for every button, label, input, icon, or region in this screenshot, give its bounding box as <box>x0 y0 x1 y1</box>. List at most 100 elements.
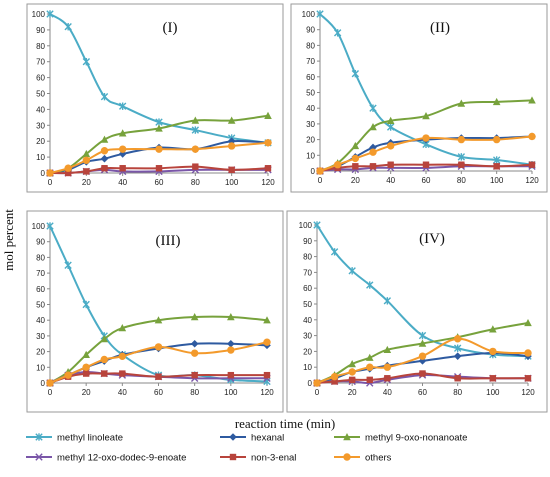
y-tick-label: 70 <box>306 57 315 66</box>
y-tick-label: 100 <box>299 221 313 230</box>
data-point <box>457 153 466 161</box>
y-tick-label: 10 <box>36 363 45 372</box>
x-axis-title: reaction time (min) <box>235 416 335 431</box>
data-point <box>227 142 236 150</box>
x-tick-label: 120 <box>521 388 535 397</box>
data-point <box>264 139 272 147</box>
data-point <box>386 123 395 131</box>
x-tick-label: 60 <box>418 388 427 397</box>
data-point <box>227 371 235 379</box>
data-point <box>227 137 236 145</box>
data-point <box>384 375 391 382</box>
series-others <box>46 338 271 387</box>
y-tick-label: 30 <box>36 332 45 341</box>
data-point <box>100 154 109 163</box>
data-point <box>155 124 163 132</box>
data-point <box>82 149 91 158</box>
y-tick-label: 40 <box>36 105 45 114</box>
y-tick-label: 30 <box>36 121 45 130</box>
y-tick-label: 50 <box>36 301 45 310</box>
data-point <box>524 318 532 327</box>
data-point <box>64 371 72 379</box>
y-tick-label: 60 <box>303 284 312 293</box>
y-tick-label: 100 <box>302 10 316 19</box>
x-tick-label: 40 <box>383 388 392 397</box>
data-point <box>154 343 163 351</box>
legend-item: methyl 9-oxo-nonanoate <box>334 433 467 444</box>
data-point <box>489 375 497 382</box>
y-tick-label: 40 <box>303 316 312 325</box>
x-tick-label: 20 <box>82 388 91 397</box>
x-tick-label: 40 <box>118 178 127 187</box>
y-tick-label: 20 <box>36 348 45 357</box>
data-point <box>524 375 532 382</box>
x-tick-label: 100 <box>225 178 239 187</box>
y-tick-label: 80 <box>303 253 312 262</box>
y-tick-label: 60 <box>36 74 45 83</box>
panel-frame <box>26 3 284 193</box>
panel-4: 0 10 20 30 40 50 60 70 80 90 100 0 20 40 60 80 100 120 (IV… <box>286 210 548 413</box>
data-point <box>330 248 339 256</box>
panels: 0 10 20 30 40 50 60 70 80 90 100 0 20 40 60 80 100 120 (I)… <box>26 3 548 413</box>
legend-label: methyl linoleate <box>57 433 123 444</box>
legend-item: non-3-enal <box>220 453 296 464</box>
series-non-3-enal <box>46 163 272 177</box>
data-point <box>528 132 536 141</box>
legend: methyl linoleate hexanal methyl 9-oxo-nona… <box>26 433 467 464</box>
y-tick-label: 60 <box>306 73 315 82</box>
x-tick-label: 120 <box>261 178 275 187</box>
data-point <box>227 116 236 124</box>
y-tick-label: 90 <box>303 237 312 246</box>
x-tick-label: 60 <box>154 388 163 397</box>
data-point <box>330 372 339 381</box>
y-tick-label: 0 <box>311 167 316 176</box>
data-point <box>348 368 356 376</box>
data-point <box>82 58 91 66</box>
y-tick-label: 50 <box>303 300 312 309</box>
data-point <box>192 163 199 170</box>
data-point <box>118 129 127 137</box>
data-point <box>191 371 198 379</box>
data-point <box>191 145 200 153</box>
data-point <box>100 92 109 101</box>
x-tick-label: 100 <box>486 388 500 397</box>
y-tick-label: 0 <box>41 379 46 388</box>
data-point <box>101 370 108 377</box>
x-tick-label: 20 <box>351 176 360 185</box>
data-point <box>227 339 235 348</box>
y-tick-label: 10 <box>303 363 312 372</box>
data-point <box>457 135 466 144</box>
y-tick-label: 50 <box>306 89 315 98</box>
data-point <box>263 338 271 346</box>
y-tick-label: 20 <box>303 347 312 356</box>
legend-item: others <box>334 453 392 464</box>
data-point <box>492 156 501 164</box>
data-point <box>82 363 90 371</box>
data-point <box>190 349 199 357</box>
data-point <box>383 345 392 354</box>
x-tick-label: 80 <box>191 178 200 187</box>
data-point <box>524 349 532 357</box>
data-point <box>351 141 360 150</box>
x-tick-label: 100 <box>490 176 504 185</box>
data-point <box>369 104 377 112</box>
legend-marker <box>35 453 43 461</box>
data-point <box>365 353 374 361</box>
panel-label: (I) <box>163 20 178 36</box>
data-point <box>118 150 127 158</box>
y-tick-label: 80 <box>306 41 315 50</box>
y-tick-label: 100 <box>32 222 46 231</box>
y-tick-label: 40 <box>36 316 45 325</box>
data-point <box>119 370 126 377</box>
data-point <box>352 163 359 170</box>
series-methyl-linoleate <box>316 10 536 169</box>
data-point <box>492 97 501 106</box>
data-point <box>489 347 497 356</box>
y-tick-label: 30 <box>303 332 312 341</box>
data-point <box>387 161 394 168</box>
data-point <box>453 344 462 352</box>
y-tick-label: 40 <box>306 104 315 113</box>
data-point <box>155 373 162 380</box>
series-others <box>316 132 536 175</box>
